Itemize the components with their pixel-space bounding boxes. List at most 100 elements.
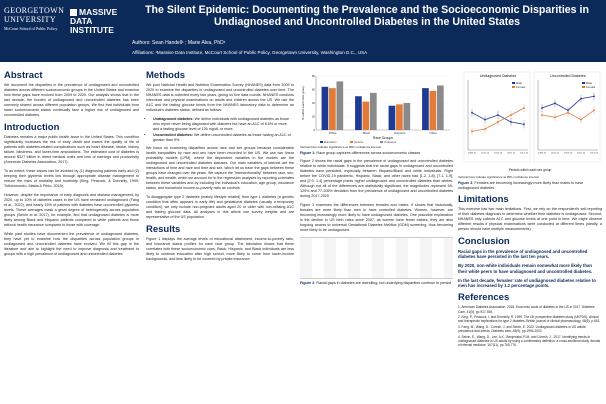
bar (336, 81, 344, 130)
poster-authors: Authors: Sean Handell¹ ; Marie Alva, PhD… (132, 40, 226, 46)
discussion-p1: Figure 2 shows the racial gaps in the pr… (300, 159, 453, 198)
data-point (593, 109, 595, 112)
panel-title: Undiagnosed Diabetes (480, 74, 517, 78)
x-tick-label: Hispanic (394, 131, 406, 135)
legend-label: Male (586, 81, 593, 85)
methods-p2: We focus on examining disparities across… (146, 146, 294, 190)
methods-p1: We pool National Health and Nutrition Ex… (146, 83, 294, 112)
discussion-p2: Figure 3 examines the differences betwee… (300, 203, 453, 232)
introduction-p1: Diabetes remains a major public health i… (4, 135, 139, 164)
legend-label: Insurance (384, 140, 397, 144)
y-tick-label: 60 (312, 88, 316, 92)
data-point (523, 123, 525, 126)
column-2: Methods We pool National Health and Nutr… (146, 70, 294, 266)
data-point (510, 114, 512, 116)
figure-3-note: Vertical lines indicate significance at … (458, 175, 539, 179)
figure-2-placeholder (300, 237, 453, 279)
abstract-heading: Abstract (4, 70, 43, 81)
poster-header: GEORGETOWN UNIVERSITY McCourt School of … (0, 0, 606, 62)
data-point (471, 130, 473, 133)
data-point (580, 118, 582, 121)
bar (403, 103, 411, 130)
figure-3-caption: Figure 3: Females are becoming increasin… (458, 181, 584, 190)
legend-swatch (350, 141, 353, 143)
x-tick-label: 2009-10 (538, 153, 547, 155)
x-tick-label: 2017-20 (590, 153, 599, 155)
georgetown-logo: GEORGETOWN UNIVERSITY McCourt School of … (4, 6, 65, 31)
panel-title: Uncontrolled Diabetes (550, 74, 586, 78)
list-item: Undiagnosed diabetes: We define individu… (153, 117, 294, 132)
data-point (554, 102, 556, 105)
bar (321, 86, 329, 130)
list-item: Uncontrolled diabetes: We define uncontr… (153, 133, 294, 143)
x-tick-label: 2017-20 (520, 153, 529, 155)
figure-1-chart: 0 20 40 60 80 White Black Hispanic Other Race Gro… (301, 74, 450, 144)
conclusion-point-2: By 2020, non-white individuals remain so… (458, 263, 593, 274)
x-tick-label: 2015-16 (507, 153, 516, 155)
reference-item: 2. King, P., Peacock, I. and Donnelly, R… (458, 315, 601, 324)
x-tick-label: Other (429, 131, 437, 135)
y-tick-label: 0 (313, 128, 315, 132)
legend-label: Income (354, 140, 364, 144)
abstract-text: We document the disparities in the preva… (4, 83, 139, 117)
bar (329, 88, 336, 130)
figure-1: 0 20 40 60 80 White Black Hispanic Other Race Gro… (300, 70, 453, 144)
data-point (541, 107, 543, 109)
figure-1-caption: Figure 1: Race group captures difference… (300, 151, 421, 155)
data-point (554, 116, 556, 119)
figure-1-note: Vertical lines indicate significance at … (300, 145, 382, 149)
legend-label: Female (586, 85, 596, 89)
chart-panel (533, 71, 601, 163)
data-point (523, 107, 525, 109)
methods-p3: To disaggregate type 2 diabetes (mainly … (146, 195, 294, 219)
column-3: 0 20 40 60 80 White Black Hispanic Other Race Gro… (300, 70, 453, 289)
y-tick-label: 80 (312, 74, 316, 78)
reference-item: 3. Fang, M., Wang, D., Coresh, J. and Se… (458, 324, 587, 334)
reference-item: 4. Selvin, E., Wang, D., Lee, A.K., Berg… (458, 334, 601, 348)
results-p1: Figure 1 displays the average levels of … (146, 237, 294, 261)
legend-label: Male (516, 81, 523, 85)
data-point (484, 118, 486, 121)
legend-swatch (320, 141, 323, 143)
bar (422, 88, 429, 130)
data-point (510, 121, 512, 123)
x-tick-label: 2011-12 (481, 153, 490, 155)
methods-heading: Methods (146, 70, 186, 81)
x-tick-label: 2011-12 (551, 153, 560, 155)
limitations-text: This exercise has two main limitations. … (458, 207, 602, 231)
x-axis-title: Periods within each sex group (509, 168, 552, 172)
bar (355, 96, 362, 130)
y-tick-label: 40 (312, 101, 316, 105)
legend-swatch (380, 141, 383, 143)
poster-title: The Silent Epidemic: Documenting the Pre… (145, 4, 589, 28)
introduction-p4: While past studies have documented the p… (4, 232, 139, 256)
data-point (580, 97, 582, 100)
x-tick-label: 2009-10 (468, 153, 477, 155)
data-point (484, 128, 486, 130)
methods-definition-list: Undiagnosed diabetes: We define individu… (146, 117, 294, 143)
x-axis-title: Race Groups (373, 136, 393, 140)
data-point (471, 111, 473, 114)
introduction-p3: However, despite the importance of early… (4, 193, 139, 227)
data-point (541, 114, 543, 116)
bar (396, 104, 403, 130)
introduction-p2: To an extent, these losses can be avoide… (4, 169, 139, 188)
results-heading: Results (146, 224, 181, 235)
legend-swatch (582, 82, 585, 84)
limitations-heading: Limitations (458, 194, 509, 205)
bar (436, 85, 444, 130)
data-point (567, 111, 569, 114)
legend-swatch (512, 82, 515, 84)
poster-affiliations: Affiliations: ¹Massive Data Institute, M… (132, 50, 368, 55)
bar (369, 92, 377, 130)
x-tick-label: 2013-14 (564, 153, 573, 155)
conclusion-point-3: In the last decade, females' rate of und… (458, 277, 596, 289)
reference-item: 1. American Diabetes Association. 2018. … (458, 305, 595, 314)
data-point (593, 95, 595, 98)
conclusion-heading: Conclusion (458, 236, 510, 247)
legend-label: Education (324, 140, 337, 144)
chart-panel (463, 71, 531, 163)
conclusion-point-1: Racial gaps in the prevalence of undiagn… (458, 249, 588, 260)
y-tick-label: 20 (312, 115, 316, 119)
